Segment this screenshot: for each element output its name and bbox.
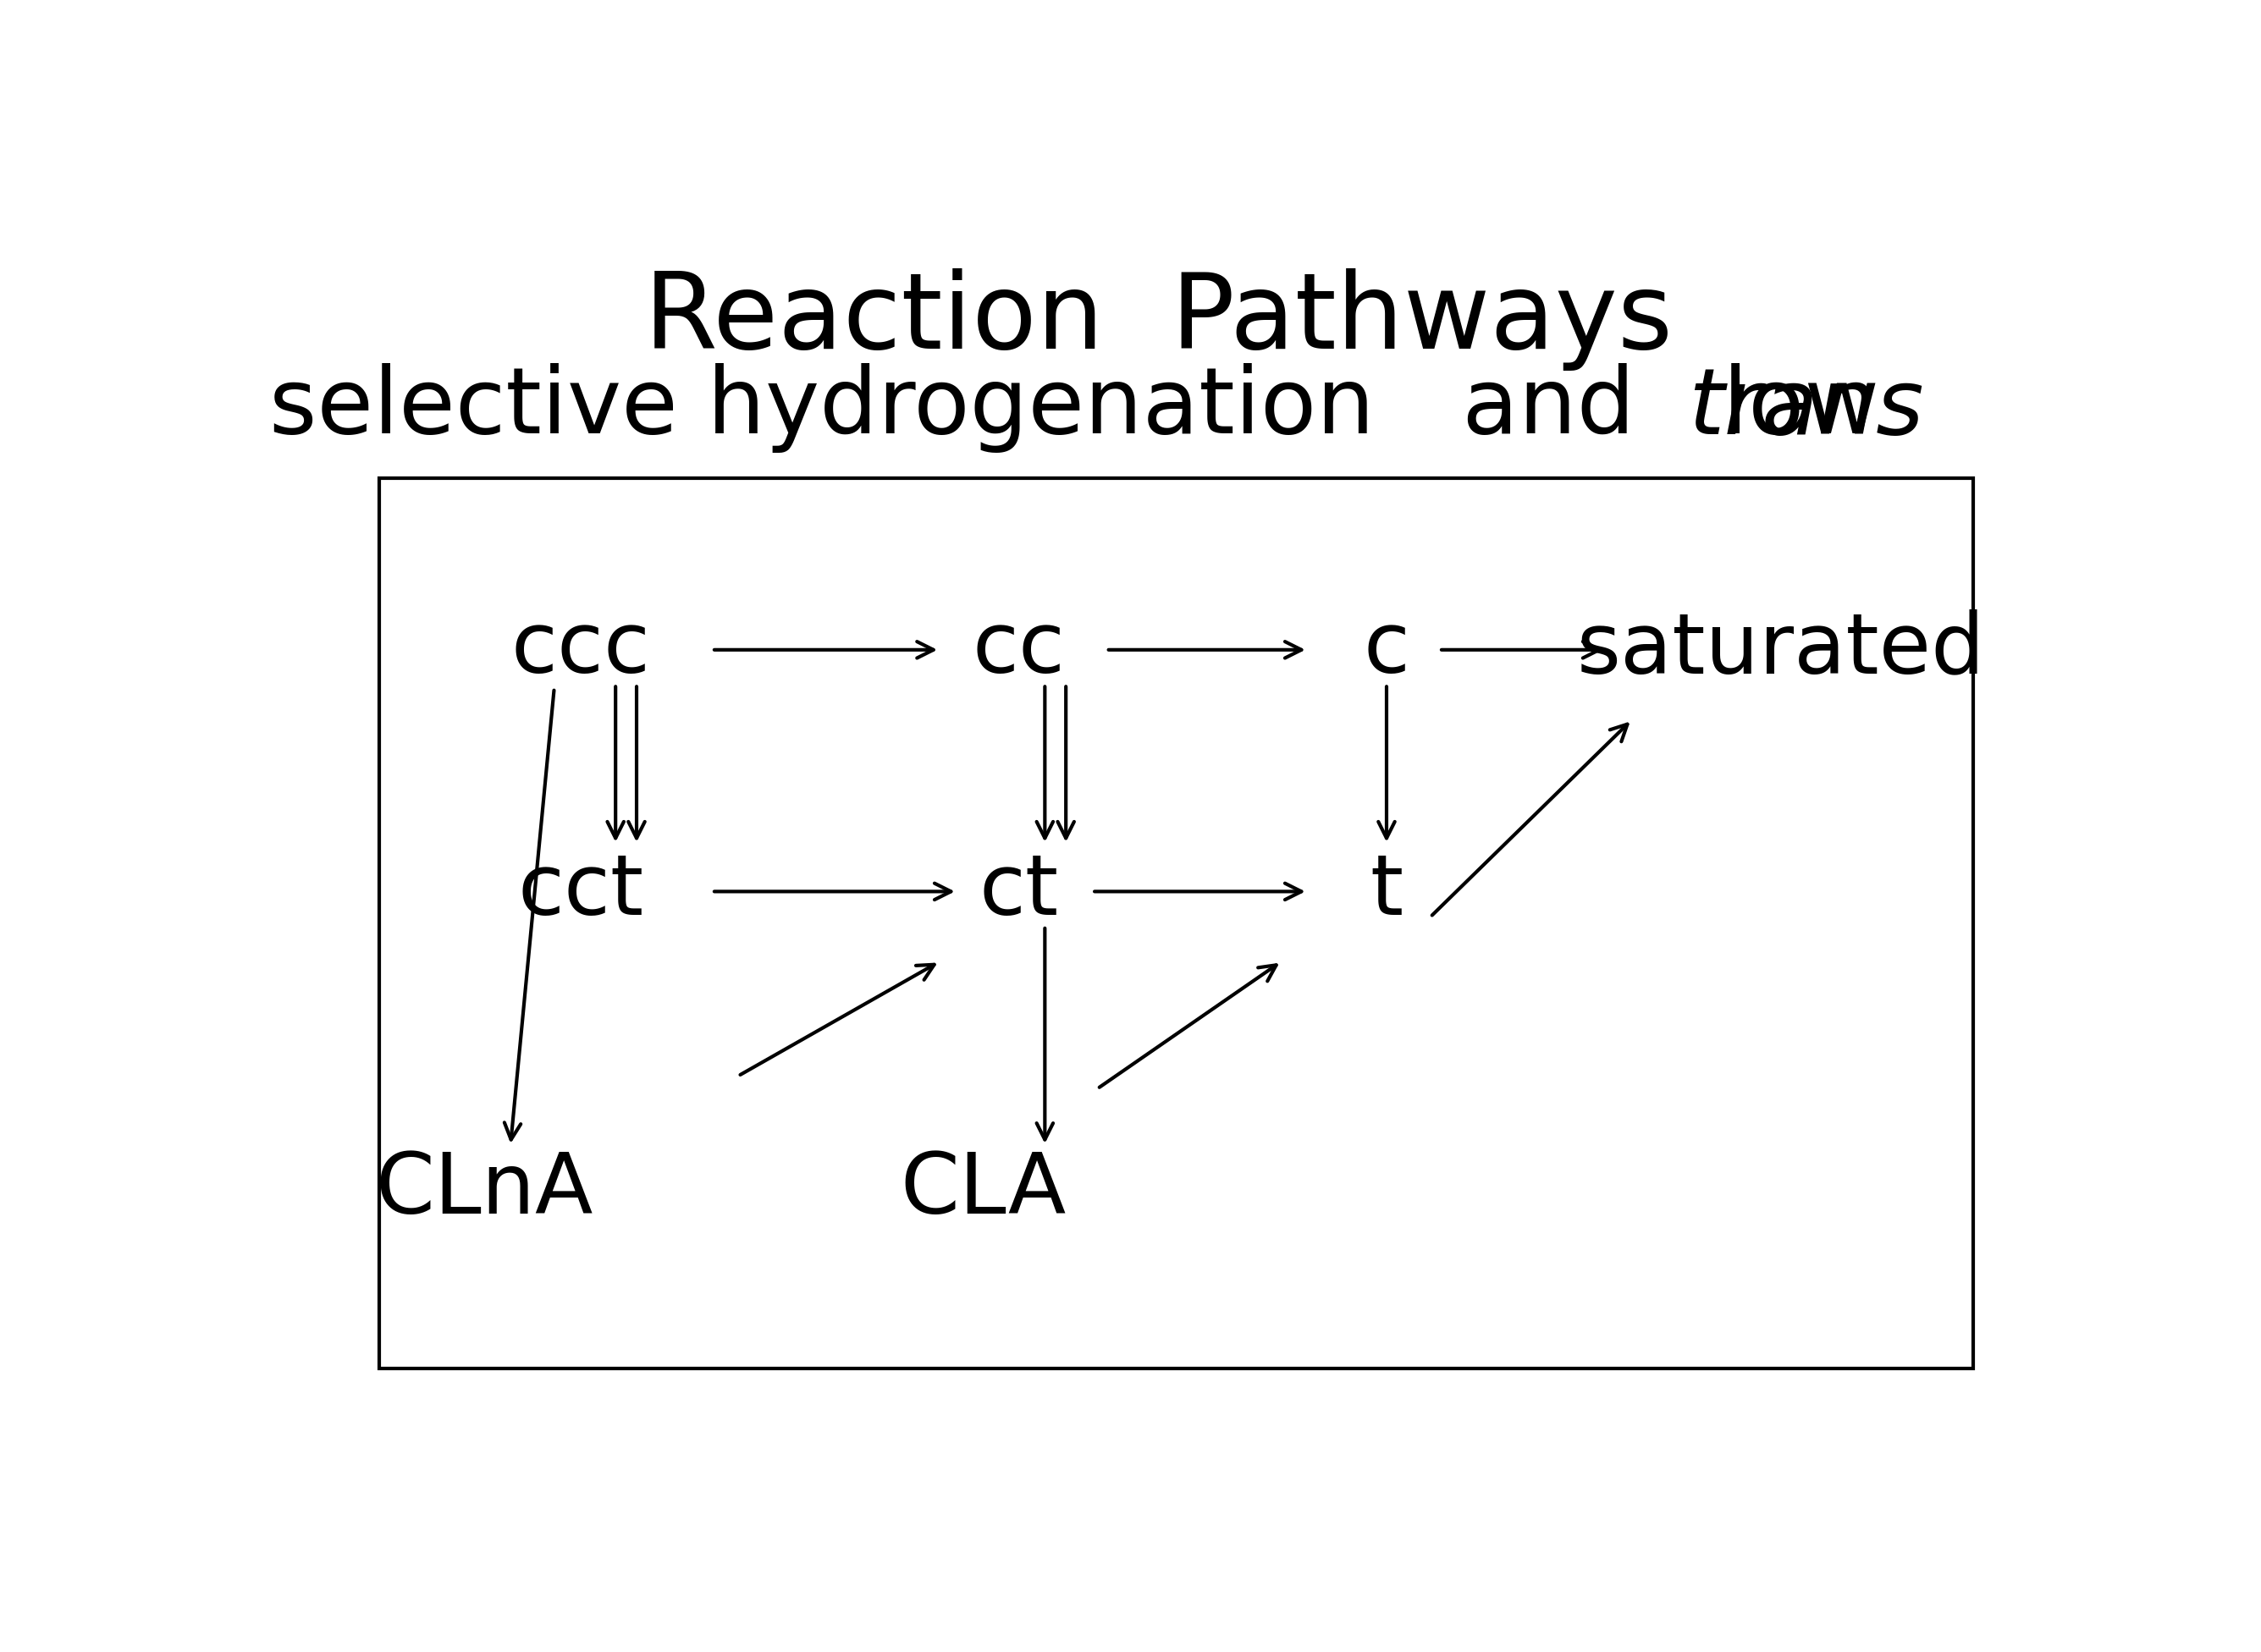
Text: t: t (1370, 851, 1404, 932)
Text: trans: trans (1689, 363, 1924, 453)
Text: selective hydrogenation   and   low: selective hydrogenation and low (269, 363, 1908, 453)
Bar (380, 477, 1974, 1368)
Text: saturated: saturated (1576, 610, 1985, 691)
Text: ccc: ccc (511, 610, 651, 691)
Text: c: c (1363, 610, 1411, 691)
Text: Reaction  Pathways: Reaction Pathways (644, 268, 1673, 370)
Text: ct: ct (979, 851, 1058, 932)
Text: cct: cct (518, 851, 644, 932)
Text: CLnA: CLnA (375, 1150, 592, 1231)
Text: cc: cc (972, 610, 1065, 691)
Text: CLA: CLA (900, 1150, 1067, 1231)
